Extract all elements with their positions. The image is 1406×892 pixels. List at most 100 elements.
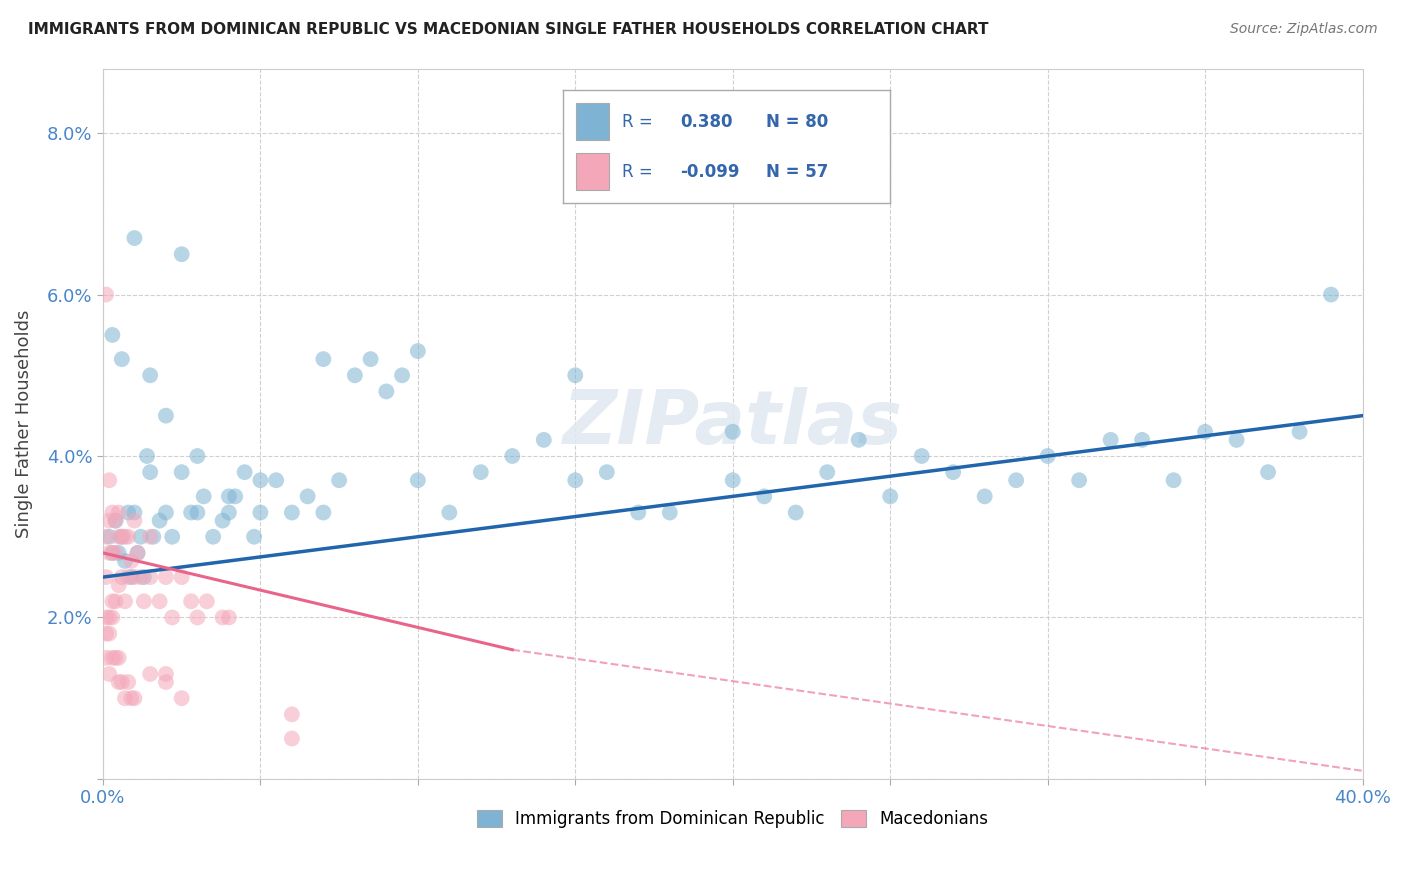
Point <box>155 675 177 690</box>
Point <box>249 473 271 487</box>
Point <box>114 594 136 608</box>
Point <box>564 473 586 487</box>
Point <box>754 489 776 503</box>
Text: IMMIGRANTS FROM DOMINICAN REPUBLIC VS MACEDONIAN SINGLE FATHER HOUSEHOLDS CORREL: IMMIGRANTS FROM DOMINICAN REPUBLIC VS MA… <box>28 22 988 37</box>
Point <box>94 287 117 301</box>
Point <box>114 691 136 706</box>
Point <box>879 489 901 503</box>
Point <box>180 506 202 520</box>
Point <box>1069 473 1091 487</box>
Point <box>627 506 650 520</box>
Point <box>124 691 146 706</box>
Point <box>136 449 159 463</box>
Point <box>101 327 124 342</box>
Point <box>170 465 193 479</box>
Point <box>155 409 177 423</box>
Point <box>911 449 934 463</box>
Point <box>120 554 142 568</box>
Point <box>218 610 240 624</box>
Point <box>94 626 117 640</box>
Point <box>101 650 124 665</box>
Legend: Immigrants from Dominican Republic, Macedonians: Immigrants from Dominican Republic, Mace… <box>470 803 995 835</box>
Point <box>1320 287 1343 301</box>
Point <box>312 352 335 367</box>
Point <box>193 489 215 503</box>
Point <box>98 626 121 640</box>
Point <box>1099 433 1122 447</box>
Point <box>1163 473 1185 487</box>
Point <box>281 731 304 746</box>
Point <box>111 352 134 367</box>
Point <box>281 506 304 520</box>
Point <box>1130 433 1153 447</box>
Point <box>98 473 121 487</box>
Point <box>104 514 127 528</box>
Point <box>101 594 124 608</box>
Point <box>973 489 995 503</box>
Point <box>104 594 127 608</box>
Point <box>1005 473 1028 487</box>
Point <box>124 506 146 520</box>
Point <box>101 506 124 520</box>
Point <box>98 610 121 624</box>
Point <box>785 506 807 520</box>
Point <box>170 691 193 706</box>
Point <box>142 530 165 544</box>
Point <box>328 473 350 487</box>
Point <box>114 530 136 544</box>
Y-axis label: Single Father Households: Single Father Households <box>15 310 32 538</box>
Point <box>111 570 134 584</box>
Point <box>186 610 208 624</box>
Point <box>149 514 172 528</box>
Point <box>120 570 142 584</box>
Point <box>160 610 183 624</box>
Point <box>129 570 152 584</box>
Point <box>94 650 117 665</box>
Point <box>533 433 555 447</box>
Point <box>160 530 183 544</box>
Point <box>101 610 124 624</box>
Point <box>564 368 586 383</box>
Point <box>596 465 619 479</box>
Point <box>101 546 124 560</box>
Point <box>107 675 129 690</box>
Point <box>1288 425 1310 439</box>
Point <box>233 465 256 479</box>
Point <box>124 570 146 584</box>
Point <box>120 691 142 706</box>
Point <box>721 473 744 487</box>
Point <box>129 530 152 544</box>
Point <box>104 546 127 560</box>
Point <box>406 473 429 487</box>
Point <box>218 506 240 520</box>
Point <box>107 506 129 520</box>
Point <box>104 650 127 665</box>
Point <box>111 675 134 690</box>
Point <box>139 368 162 383</box>
Point <box>848 433 870 447</box>
Point <box>94 610 117 624</box>
Point <box>391 368 413 383</box>
Point <box>195 594 218 608</box>
Point <box>117 570 139 584</box>
Point <box>1226 433 1249 447</box>
Point <box>94 570 117 584</box>
Point <box>111 530 134 544</box>
Point <box>124 231 146 245</box>
Point <box>224 489 246 503</box>
Point <box>139 570 162 584</box>
Point <box>312 506 335 520</box>
Point <box>501 449 523 463</box>
Point <box>218 489 240 503</box>
Point <box>98 530 121 544</box>
Point <box>202 530 225 544</box>
Point <box>94 530 117 544</box>
Point <box>360 352 382 367</box>
Text: Source: ZipAtlas.com: Source: ZipAtlas.com <box>1230 22 1378 37</box>
Point <box>658 506 681 520</box>
Point <box>139 667 162 681</box>
Point <box>170 247 193 261</box>
Point <box>439 506 461 520</box>
Point <box>111 530 134 544</box>
Point <box>1257 465 1279 479</box>
